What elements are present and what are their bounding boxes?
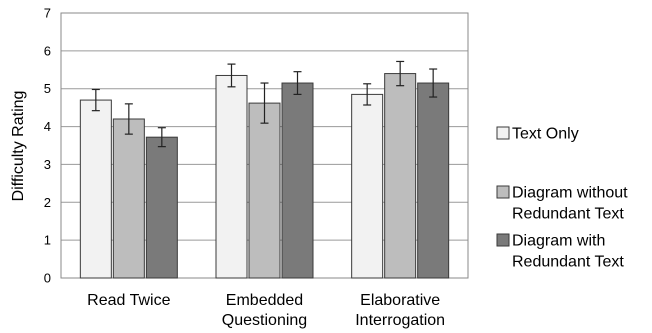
error-bar: [429, 68, 438, 98]
x-category-label: Embedded: [226, 292, 303, 309]
legend-swatch: [496, 185, 510, 199]
y-tick-label: 3: [44, 157, 51, 172]
legend-item: Diagram without Redundant Text: [496, 185, 628, 223]
x-category-label: Interrogation: [355, 312, 445, 329]
bar: [112, 118, 145, 279]
x-category-label: Questioning: [222, 312, 307, 329]
legend-item: Diagram with Redundant Text: [496, 233, 624, 271]
legend-label: Diagram with: [512, 233, 605, 250]
error-bar: [227, 63, 236, 88]
bar: [79, 99, 112, 279]
error-bar: [260, 82, 269, 124]
error-bar: [91, 88, 100, 112]
legend-label: Redundant Text: [512, 254, 624, 271]
y-tick-label: 6: [44, 43, 51, 58]
legend-swatch: [496, 126, 510, 140]
y-tick-label: 5: [44, 81, 51, 96]
y-tick-label: 1: [44, 233, 51, 248]
legend-label: Redundant Text: [512, 206, 624, 223]
legend-item: Text Only: [496, 126, 579, 143]
bars: [79, 73, 450, 279]
error-bars: [91, 60, 438, 148]
bar: [351, 93, 384, 279]
error-bar: [363, 83, 372, 106]
bar: [384, 73, 417, 279]
legend-label: Text Only: [512, 126, 579, 143]
legend-swatch: [496, 233, 510, 247]
error-bar: [124, 103, 133, 135]
x-category-label: Elaborative: [360, 292, 440, 309]
bar: [417, 82, 450, 279]
legend-label: Diagram without: [512, 185, 628, 202]
error-bar: [157, 127, 166, 148]
y-tick-labels: 0 1 2 3 4 5 6 7: [44, 6, 51, 286]
y-tick-label: 4: [44, 119, 51, 134]
error-bar: [293, 71, 302, 95]
bar: [281, 82, 314, 279]
bar: [248, 102, 281, 279]
x-category-labels: Read Twice Embedded Questioning Elaborative…: [87, 292, 445, 329]
y-tick-label: 2: [44, 195, 51, 210]
x-category-label: Read Twice: [87, 292, 170, 309]
bar: [145, 136, 178, 279]
bar: [215, 74, 248, 279]
y-axis-label: Difficulty Rating: [10, 91, 27, 202]
y-tick-label: 7: [44, 6, 51, 21]
y-tick-label: 0: [44, 271, 51, 286]
error-bar: [396, 60, 405, 87]
